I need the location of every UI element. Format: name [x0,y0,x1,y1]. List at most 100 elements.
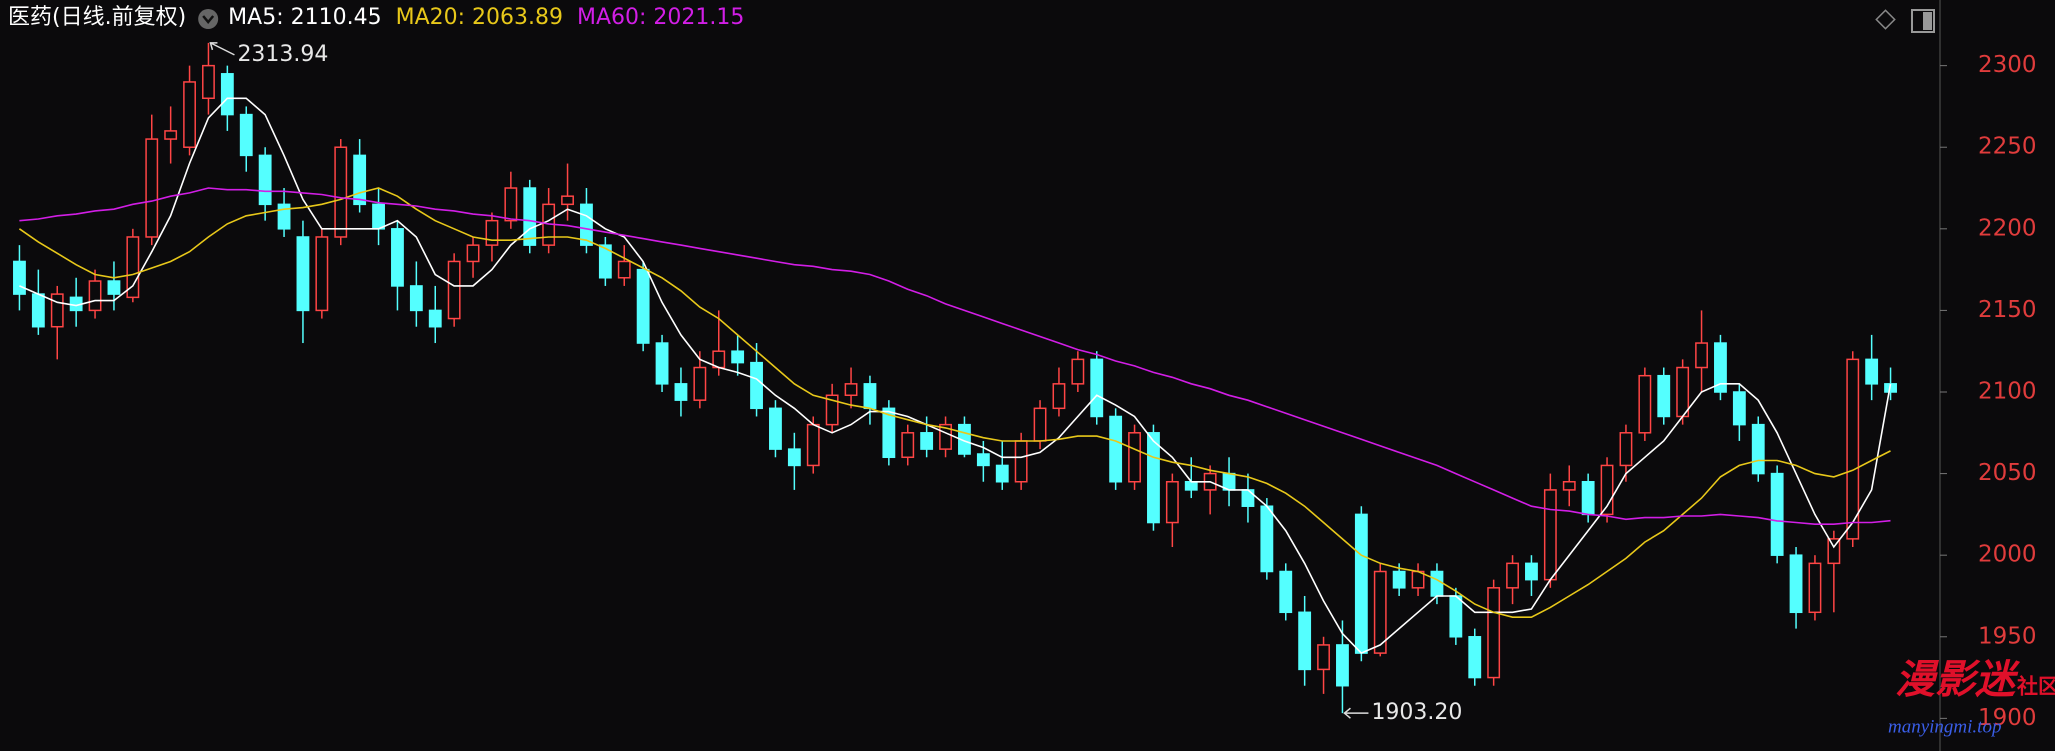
y-tick-label: 2250 [1978,134,2037,160]
candle-body [315,236,329,312]
candle-body [1732,391,1746,426]
candle-body [1354,513,1368,654]
candle-body [1657,374,1671,418]
watermark-url: manyingmi.top [1888,716,2001,737]
candle-body [372,203,385,230]
candle-body [750,361,763,410]
candle-body [107,280,121,295]
candle-body [1373,570,1387,654]
candle-body [523,187,537,246]
annotation-label: 2313.94 [237,42,328,67]
dropdown-arrow [202,15,215,24]
candle-body [1147,432,1160,524]
candle-body [1165,481,1179,524]
candle-body [1033,407,1047,442]
candle-body [1109,415,1123,483]
candle-body [1052,383,1066,410]
watermark-brand: 漫影迷 [1895,656,2021,703]
candle-body [1317,644,1330,671]
candle-body [13,260,26,295]
candle-body [1770,472,1784,556]
candle-body [164,130,178,140]
candle-body [504,187,518,222]
candle-body [1846,358,1860,540]
candle-body [1128,432,1141,483]
legend-entry: MA5: 2110.45 [228,5,381,30]
candle-body [901,432,915,459]
panel-icon-fill [1923,12,1932,30]
candle-body [1260,505,1274,573]
y-tick-label: 1950 [1978,623,2037,649]
candle-body [277,203,291,230]
candle-body [1751,423,1765,475]
candle-body [1449,595,1463,638]
candle-body [353,154,367,206]
ma-line [19,187,1891,525]
candle-body [882,407,896,459]
candle-body [296,236,310,312]
candle-body [1638,374,1652,434]
annotation-arrowhead [209,42,218,51]
candle-body [1676,366,1690,418]
candle-body [1808,562,1822,614]
candle-body [428,309,442,328]
panel-icon[interactable] [1911,9,1935,33]
candle-body [145,138,159,238]
candle-body [976,453,990,467]
candle-body [183,81,196,148]
candle-body [939,423,952,450]
diamond-icon[interactable] [1875,9,1896,30]
candle-body [1789,554,1803,614]
candle-body [220,73,234,116]
candle-body [863,383,877,410]
ma-line [18,187,1891,618]
candle-body [1430,570,1444,597]
candle-body [561,195,574,206]
legend-entry: MA60: 2021.15 [577,5,744,30]
y-tick-label: 2150 [1978,297,2037,323]
candle-body [674,383,688,401]
candle-body [239,113,253,157]
y-tick-label: 2000 [1978,542,2037,568]
candle-body [655,342,669,385]
y-tick-label: 2050 [1978,460,2037,486]
candle-body [1298,611,1312,671]
legend-entry: MA20: 2063.89 [396,5,563,30]
candle-body [334,146,348,238]
candle-body [693,366,707,401]
candle-body [1695,342,1708,369]
candle-body [1827,538,1841,565]
candle-body [88,280,102,312]
candle-body [580,203,593,246]
candle-body [1184,481,1198,491]
candle-body [1392,570,1406,589]
candle-body [202,64,215,100]
annotation-label: 1903.20 [1371,700,1462,725]
candle-body [1090,358,1104,418]
candle-body [731,350,745,364]
candle-body [806,423,820,467]
y-tick-label: 1900 [1978,705,2037,731]
candle-body [844,383,858,397]
candle-body [409,285,423,312]
dropdown-icon[interactable] [198,9,219,29]
y-tick-label: 2300 [1978,52,2037,78]
candle-body [1562,481,1576,491]
candle-body [1487,587,1501,679]
candle-body [258,154,272,206]
candle-body [1714,342,1727,393]
toolbar-icons[interactable] [1875,9,1935,33]
candle-body [466,244,480,263]
candle-body [447,260,461,320]
y-tick-label: 2100 [1978,379,2037,405]
candle-body [1468,636,1482,679]
candle-body [31,293,45,328]
candle-body [920,432,934,450]
candle-body [617,260,631,279]
candle-body [1336,644,1349,687]
header: 医药(日线.前复权) MA5: 2110.45 MA20: 2063.89 MA60… [8,5,744,30]
candle-body [995,464,1009,483]
